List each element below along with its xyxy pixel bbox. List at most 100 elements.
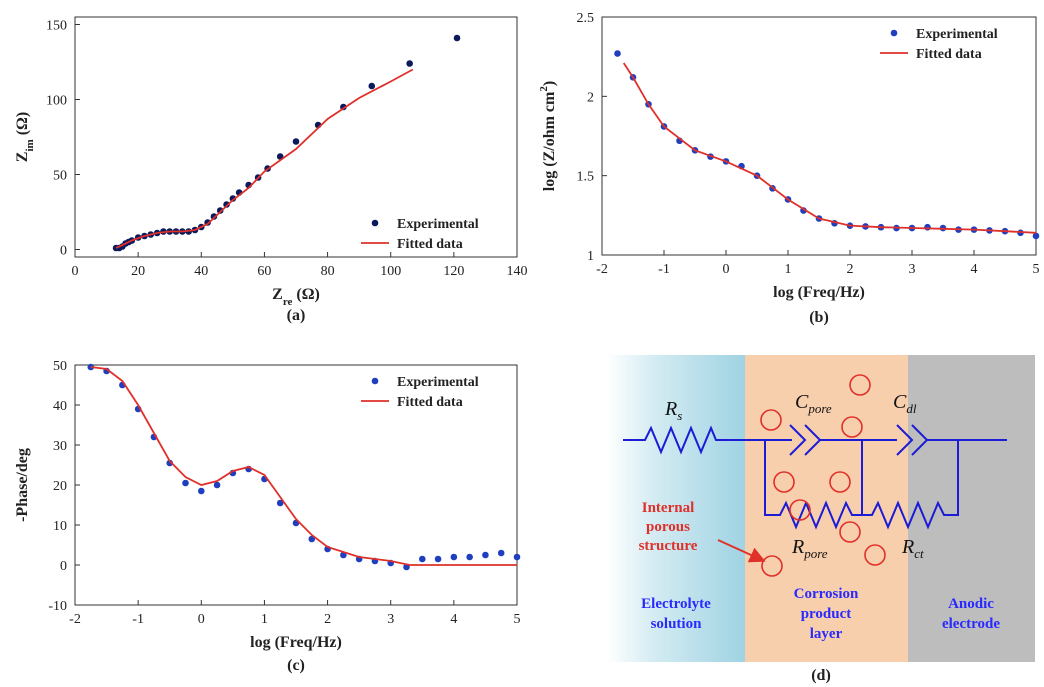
fit-line: [115, 68, 414, 249]
y-tick-label: 2.5: [577, 11, 595, 26]
data-point: [223, 201, 230, 208]
data-point: [406, 60, 413, 67]
data-point: [513, 553, 521, 561]
x-tick-label: -1: [132, 612, 144, 627]
x-tick-label: 60: [257, 264, 271, 279]
label-part: log (Z/ohm cm: [541, 91, 558, 191]
x-tick-label: 1: [785, 262, 792, 277]
label-part: re: [283, 296, 293, 308]
x-tick-label: 0: [198, 612, 205, 627]
y-tick-label: -10: [48, 599, 67, 614]
zone-label: Corrosion product layer: [794, 586, 859, 642]
rs-label: Rs: [664, 398, 682, 423]
x-tick-label: -1: [658, 262, 670, 277]
y-tick-label: 1.5: [577, 170, 595, 185]
caption: (a): [287, 307, 306, 324]
x-axis-label: log (Freq/Hz): [250, 634, 342, 651]
data-point: [368, 82, 376, 90]
x-tick-label: 2: [847, 262, 854, 277]
rct-label: Rct: [901, 536, 924, 561]
data-point: [614, 50, 621, 57]
legend-marker: [890, 29, 898, 37]
caption: (c): [287, 657, 305, 674]
x-tick-label: 140: [507, 264, 528, 279]
y-tick-label: 50: [53, 359, 67, 374]
legend-label: Experimental: [916, 27, 998, 42]
zone-label: Anodic electrode: [942, 596, 1000, 632]
data-point: [182, 479, 189, 487]
y-tick-label: 50: [53, 169, 67, 184]
rpore-label: Rpore: [791, 536, 828, 561]
data-point: [87, 363, 95, 371]
x-tick-label: 40: [194, 264, 208, 279]
data-point: [213, 481, 221, 489]
legend-label: Fitted data: [397, 395, 463, 410]
label-part: im: [24, 139, 36, 151]
y-tick-label: 150: [46, 19, 67, 34]
zone-label: Electrolyte solution: [641, 596, 711, 632]
legend-marker: [371, 219, 379, 227]
x-tick-label: 0: [723, 262, 730, 277]
pore-note: Internal porous structure: [639, 500, 698, 554]
plot-frame: [74, 16, 518, 258]
data-point: [276, 499, 284, 507]
electrolyte-zone: [607, 355, 745, 662]
y-tick-label: 2: [587, 90, 594, 105]
circuit-diagram: Rs Cpore Cdl Rpore Rct Internal porous str…: [607, 355, 1035, 684]
cpore-label: Cpore: [795, 391, 832, 416]
y-tick-label: 10: [53, 519, 67, 534]
data-point: [1032, 232, 1040, 240]
x-tick-label: 5: [1033, 262, 1040, 277]
y-axis-label: -Phase/deg: [14, 448, 31, 522]
label-part: 2: [538, 86, 550, 92]
pores: [760, 374, 886, 577]
x-tick-label: 3: [909, 262, 916, 277]
y-axis-label: Zim (Ω): [14, 112, 36, 162]
caption: (d): [811, 667, 831, 684]
x-axis-label: log (Freq/Hz): [773, 284, 865, 301]
fit-line: [622, 62, 1037, 234]
x-axis-label: Zre (Ω): [272, 286, 320, 308]
y-tick-label: 20: [53, 479, 67, 494]
y-tick-label: 0: [60, 244, 67, 259]
circuit-wires: [623, 424, 1007, 530]
x-tick-label: 100: [380, 264, 401, 279]
x-tick-label: 2: [324, 612, 331, 627]
data-point: [229, 195, 237, 202]
x-tick-label: -2: [69, 612, 81, 627]
x-tick-label: 4: [971, 262, 978, 277]
y-tick-label: 1: [587, 249, 594, 264]
x-tick-label: 0: [72, 264, 79, 279]
label-part: (Ω): [14, 112, 31, 139]
fit-line: [90, 366, 517, 566]
data-point: [216, 207, 224, 214]
plot-frame: [601, 16, 1037, 256]
x-tick-label: 80: [321, 264, 335, 279]
data-point: [197, 487, 205, 495]
data-point: [166, 459, 174, 467]
caption: (b): [809, 309, 829, 326]
data-point: [466, 553, 473, 561]
y-tick-label: 0: [60, 559, 67, 574]
cdl-label: Cdl: [893, 391, 917, 416]
y-tick-label: 100: [46, 94, 67, 109]
x-tick-label: 5: [514, 612, 521, 627]
x-tick-label: 3: [387, 612, 394, 627]
data-point: [210, 213, 218, 220]
data-point: [453, 34, 461, 42]
label-part: Z: [272, 286, 283, 303]
x-tick-label: 20: [131, 264, 145, 279]
x-tick-label: -2: [596, 262, 608, 277]
data-point: [292, 138, 300, 145]
legend-label: Fitted data: [397, 237, 463, 252]
label-part: (Ω): [292, 286, 319, 303]
y-tick-label: 30: [53, 439, 67, 454]
legend-label: Experimental: [397, 217, 479, 232]
data-point: [924, 223, 931, 231]
legend-label: Experimental: [397, 375, 479, 390]
y-tick-label: 40: [53, 399, 67, 414]
legend-marker: [371, 377, 379, 385]
y-axis-label: log (Z/ohm cm2): [538, 81, 558, 191]
